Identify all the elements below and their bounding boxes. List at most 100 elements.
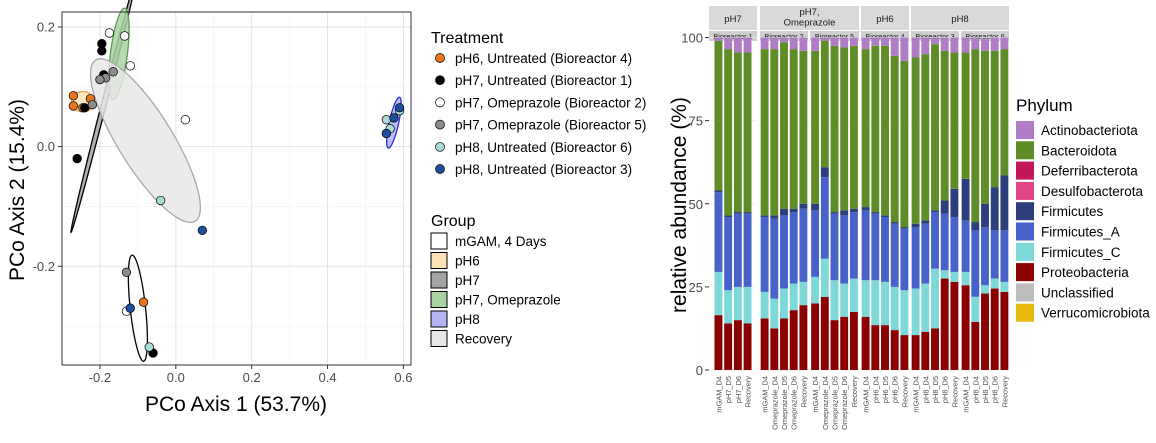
phylum-legend-label: Firmicutes_A — [1041, 225, 1120, 240]
stacked-bar — [830, 37, 839, 370]
phylum-legend-label: Actinobacteriota — [1041, 123, 1138, 138]
bar-segment — [921, 283, 930, 332]
bar-segment — [780, 37, 788, 43]
stacked-bar — [900, 37, 909, 370]
pcoa-y-tick-label: 0.2 — [37, 19, 55, 34]
pcoa-point — [119, 31, 130, 41]
bar-segment — [811, 203, 820, 211]
treatment-legend-label: pH8, Untreated (Bioreactor 3) — [455, 162, 632, 177]
bar-segment — [890, 223, 899, 287]
bar-segment — [724, 37, 733, 50]
bar-x-tick-label: mGAM_D4 — [714, 376, 723, 413]
bar-x-tick-label: pH8_D6 — [991, 376, 1000, 403]
bar-segment — [780, 215, 788, 289]
group-legend-label: pH7 — [455, 273, 480, 288]
bar-segment — [780, 42, 788, 209]
bar-y-tick-label: 50 — [689, 197, 703, 212]
bar-segment — [911, 335, 920, 370]
bar-segment — [971, 222, 980, 231]
bar-segment — [890, 286, 899, 331]
pcoa-point — [121, 267, 132, 277]
bar-segment — [990, 278, 999, 289]
bar-segment — [849, 278, 858, 312]
phylum-legend-label: Deferribacterota — [1041, 164, 1138, 179]
phylum-legend-swatch — [1016, 222, 1034, 241]
stacked-bar — [861, 37, 870, 370]
bar-segment — [789, 212, 798, 284]
bar-segment — [961, 52, 970, 179]
pcoa-point — [155, 195, 166, 206]
bar-segment — [743, 286, 752, 324]
bar-segment — [789, 283, 798, 311]
treatment-legend-entries: pH6, Untreated (Bioreactor 4) pH7, Untrea… — [435, 51, 646, 177]
pcoa-point — [87, 100, 97, 110]
bar-segment — [714, 192, 723, 272]
bar-segment — [714, 190, 723, 193]
bar-segment — [820, 258, 829, 297]
bar-segment — [861, 207, 870, 211]
bar-segment — [931, 44, 939, 211]
facet-strip — [709, 6, 757, 30]
facet-strip-label: pH7, — [799, 7, 819, 18]
treatment-legend-label: pH7, Omeprazole (Bioreactor 5) — [455, 118, 646, 133]
pcoa-point — [389, 113, 399, 123]
bar-segment — [950, 271, 959, 282]
pcoa-gridlines — [62, 12, 411, 365]
bar-segment — [871, 325, 880, 370]
bioreactor-strip — [709, 31, 757, 41]
bar-segment — [840, 37, 849, 48]
bar-segment — [911, 57, 920, 224]
pcoa-point — [72, 153, 82, 164]
bar-segment — [789, 37, 798, 50]
pcoa-legends: Treatment pH6, Untreated (Bioreactor 4)p… — [430, 30, 646, 347]
bar-segment — [950, 188, 959, 218]
bar-segment — [911, 288, 920, 336]
pcoa-x-axis-title: PCo Axis 1 (53.7%) — [145, 393, 327, 416]
stacked-bar — [714, 37, 723, 370]
bar-segment — [990, 37, 999, 51]
bar-x-tick-label: mGAM_D4 — [862, 376, 871, 413]
bar-x-tick-label: mGAM_D4 — [811, 376, 820, 413]
bar-segment — [890, 55, 899, 223]
bar-segment — [799, 208, 808, 282]
stacked-bar — [780, 37, 788, 370]
bar-segment — [799, 50, 808, 204]
treatment-legend-label: pH8, Untreated (Bioreactor 6) — [455, 140, 632, 155]
pcoa-y-tick-label: 0.0 — [37, 139, 55, 154]
stacked-bar — [890, 37, 899, 370]
bar-segment — [990, 230, 999, 279]
bar-segment — [881, 45, 889, 216]
bar-y-tick-label: 25 — [689, 280, 703, 295]
bar-segment — [770, 215, 779, 219]
bar-segment — [950, 37, 959, 53]
pcoa-x-tick-label: 0.4 — [319, 370, 337, 385]
bar-segment — [871, 212, 880, 214]
bar-x-tick-label: Recovery — [850, 376, 859, 408]
bar-segment — [743, 212, 752, 214]
phylum-legend-swatch — [1016, 242, 1034, 261]
stacked-bar — [881, 37, 889, 370]
bar-x-tick-label: Omeprazole_D5 — [831, 376, 840, 430]
bar-segment — [961, 271, 970, 286]
bar-segment — [811, 276, 820, 304]
stacked-bar — [789, 37, 798, 370]
pcoa-y-axis-title: PCo Axis 2 (15.4%) — [6, 99, 29, 281]
bar-segment — [1000, 49, 1009, 176]
bar-segment — [799, 281, 808, 306]
bar-x-tick-label: pH8_D5 — [981, 376, 990, 403]
bar-segment — [861, 316, 870, 370]
treatment-legend-title: Treatment — [431, 30, 504, 47]
stacked-bar — [820, 37, 829, 370]
bar-x-tick-label: pH8_D4 — [921, 376, 930, 403]
bar-segment — [830, 212, 839, 214]
stacked-bar — [981, 39, 989, 370]
bar-segment — [871, 213, 880, 281]
bar-segment — [780, 208, 788, 216]
bar-segment — [921, 220, 930, 224]
pcoa-point — [144, 342, 154, 352]
bar-segment — [770, 49, 779, 216]
bar-segment — [830, 45, 839, 213]
bar-segment — [714, 271, 723, 316]
bar-x-tick-label: pH8_D5 — [931, 376, 940, 403]
